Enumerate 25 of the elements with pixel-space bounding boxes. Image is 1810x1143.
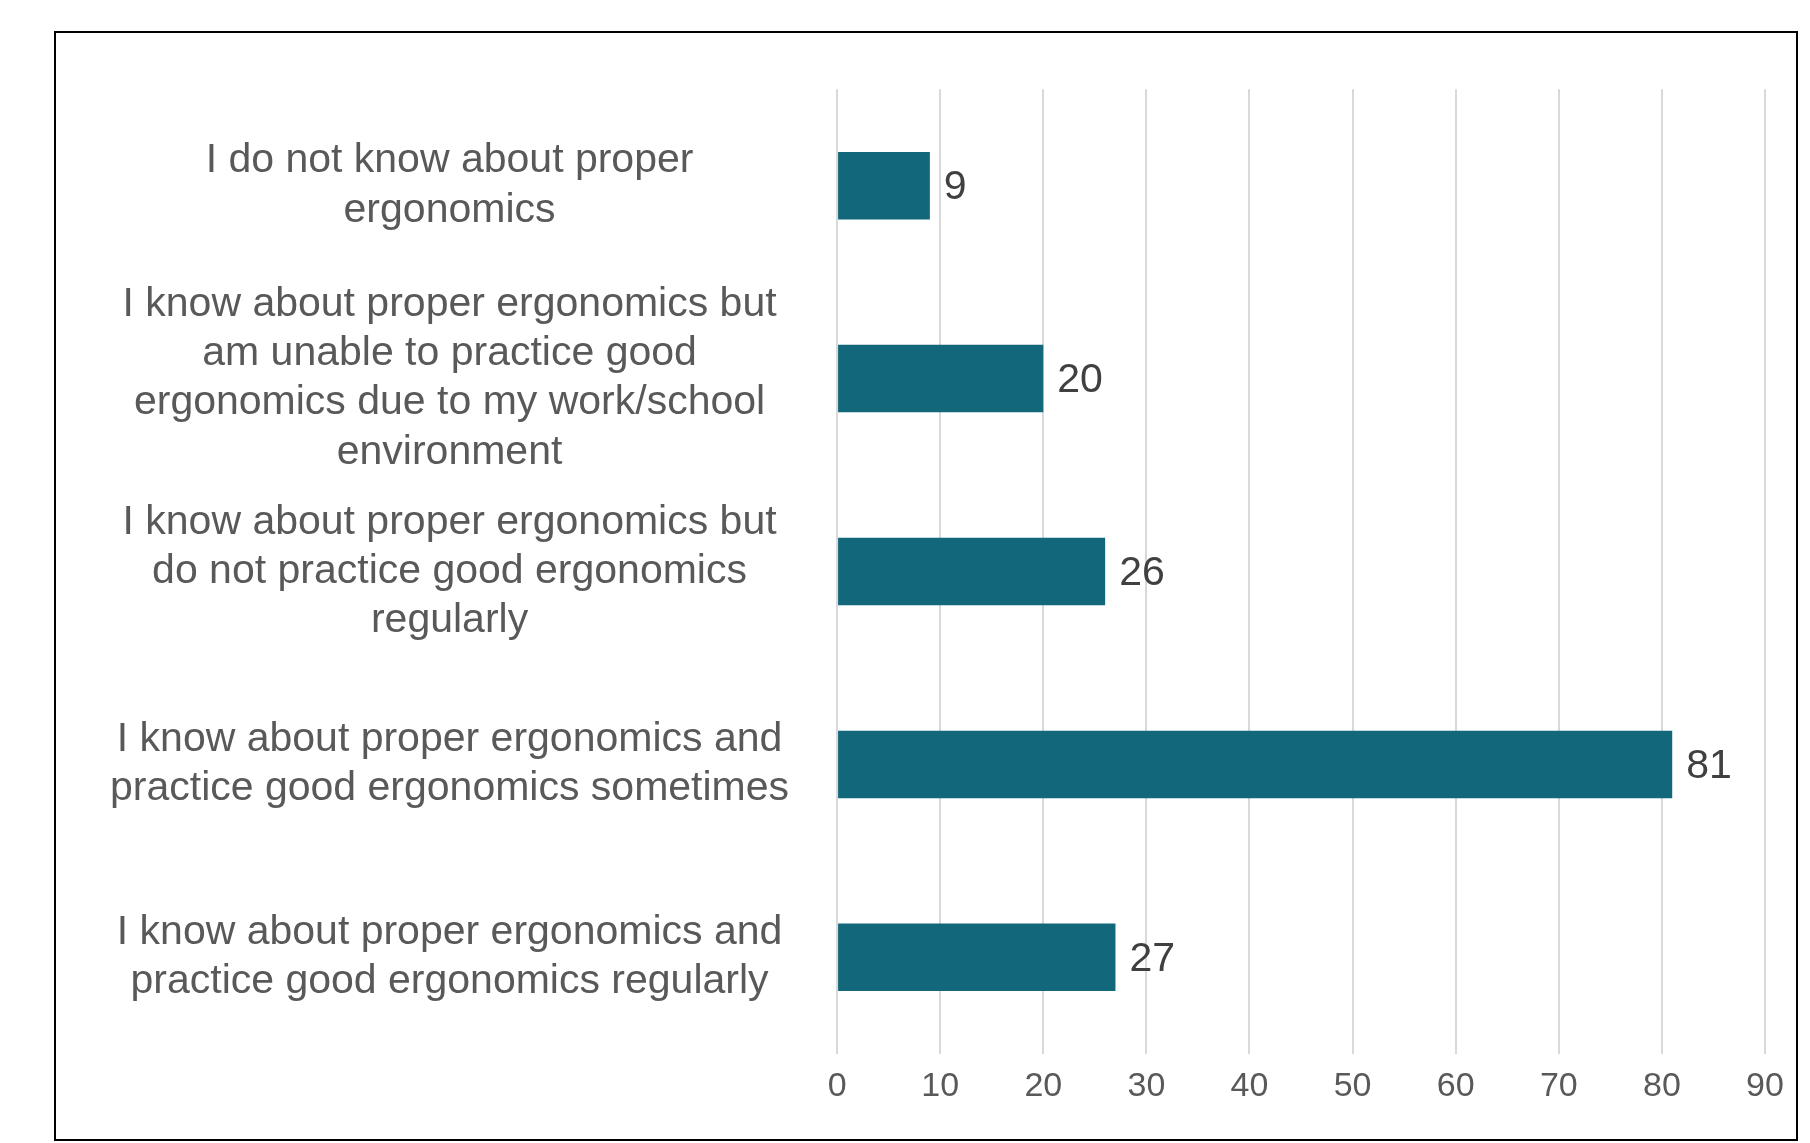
data-label: 9 [943,161,967,208]
x-tick-label: 30 [1127,1064,1166,1103]
bar [838,151,930,220]
x-tick-label: 60 [1436,1064,1475,1103]
y-tick-label: I know about proper ergonomics but do not practice good ergonomics regularly [122,496,778,642]
x-tick-label: 0 [827,1064,847,1103]
y-tick-label: I do not know about proper ergonomics [205,135,694,231]
x-tick-label: 80 [1642,1064,1681,1103]
bar [838,730,1673,799]
bar [838,537,1106,606]
data-label: 20 [1057,354,1103,401]
x-tick-label: 10 [921,1064,960,1103]
y-tick-label: I know about proper ergonomics and practice good ergonomics regularly [116,907,783,1003]
y-tick-label: I know about proper ergonomics and practice good ergonomics sometimes [109,714,790,810]
data-label: 81 [1686,740,1732,787]
bar [838,923,1116,992]
x-tick-label: 70 [1539,1064,1578,1103]
x-tick-label: 50 [1333,1064,1372,1103]
x-tick-label: 90 [1746,1064,1784,1103]
bar [838,344,1044,413]
data-label: 26 [1119,547,1165,594]
y-tick-label: I know about proper ergonomics but am unable to practice good ergonomics due to my work/school environment [122,279,778,473]
x-tick-label: 20 [1024,1064,1063,1103]
x-tick-label: 40 [1230,1064,1269,1103]
data-label: 27 [1129,933,1176,980]
